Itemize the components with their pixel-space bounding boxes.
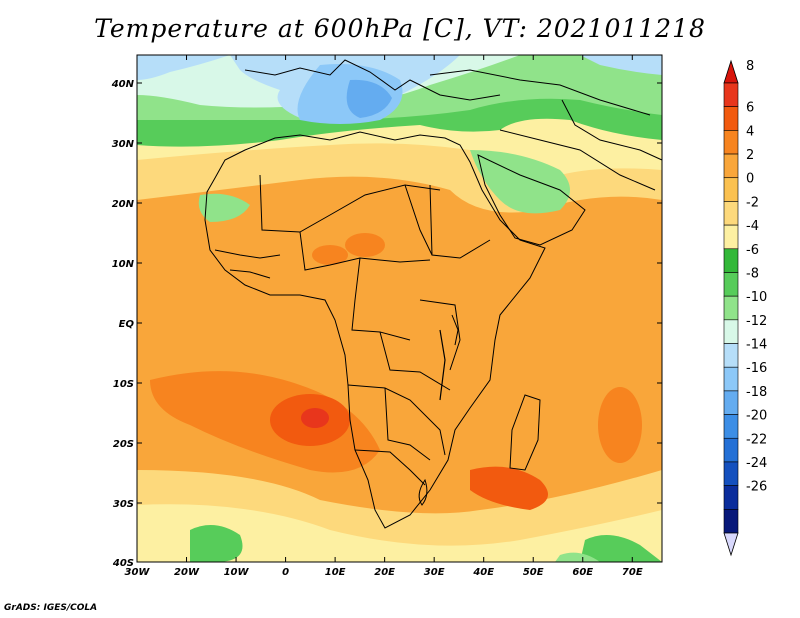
colorbar-label: 0 xyxy=(746,172,754,187)
lon-tick-label: 20E xyxy=(374,567,395,578)
colorbar-segment xyxy=(723,437,739,463)
colorbar-segment xyxy=(723,319,739,344)
colorbar-label: -8 xyxy=(746,266,759,281)
lon-tick-label: 40E xyxy=(472,567,494,578)
lat-tick-label: 40S xyxy=(112,558,134,569)
lat-tick-label: EQ xyxy=(119,319,135,330)
map-frame xyxy=(136,54,663,563)
lat-tick-label: 30N xyxy=(112,139,135,150)
colorbar-segment xyxy=(723,177,739,202)
colorbar-segment xyxy=(723,248,739,273)
colorbar-label: -22 xyxy=(746,432,767,447)
lat-tick-label: 40N xyxy=(111,79,135,90)
colorbar-label: -12 xyxy=(746,314,767,329)
colorbar-segment xyxy=(723,414,739,439)
lon-tick-label: 70E xyxy=(622,567,643,578)
lat-tick-label: 20S xyxy=(113,439,134,450)
colorbar-segment xyxy=(723,106,739,131)
colorbar-top-arrow xyxy=(723,59,739,84)
colorbar-label: -4 xyxy=(746,219,759,234)
temperature-field xyxy=(137,55,662,562)
lat-tick-label: 10N xyxy=(112,259,135,270)
lat-tick-label: 20N xyxy=(112,199,135,210)
lat-tick-label: 10S xyxy=(113,379,134,390)
colorbar-label: 8 xyxy=(746,59,754,74)
credit-text: GrADS: IGES/COLA xyxy=(4,603,98,613)
colorbar-segment xyxy=(723,201,739,226)
colorbar-label: -24 xyxy=(746,456,767,471)
colorbar-label: -18 xyxy=(746,385,767,400)
colorbar-segment xyxy=(723,130,739,155)
colorbar-segment xyxy=(723,461,739,486)
lon-tick-label: 20W xyxy=(174,567,200,578)
colorbar-label: -2 xyxy=(746,195,759,210)
colorbar-label: 4 xyxy=(746,124,754,139)
coastlines xyxy=(204,59,663,529)
lon-tick-label: 10W xyxy=(224,567,250,578)
lon-tick-label: 10E xyxy=(325,567,346,578)
colorbar: 8 6 4 2 0 -2 -4 -6 -8 -10 -12 -14 -16 -18 -20 -22 -24 -26 xyxy=(723,59,767,557)
lon-tick-label: 30E xyxy=(424,567,445,578)
colorbar-label: -6 xyxy=(746,243,759,258)
lon-tick-label: 0 xyxy=(282,567,289,578)
colorbar-segment xyxy=(723,509,739,534)
chart-title: Temperature at 600hPa [C], VT: 202101121… xyxy=(94,14,706,43)
colorbar-segment xyxy=(723,390,739,415)
colorbar-segment xyxy=(723,295,739,321)
colorbar-segment xyxy=(723,153,739,179)
colorbar-label: -26 xyxy=(746,480,767,495)
colorbar-label: 6 xyxy=(746,101,754,116)
colorbar-segment xyxy=(723,366,739,392)
colorbar-label: -16 xyxy=(746,361,767,376)
colorbar-label: 2 xyxy=(746,148,754,163)
lon-tick-label: 50E xyxy=(523,567,544,578)
lon-tick-label: 60E xyxy=(572,567,593,578)
colorbar-label: -14 xyxy=(746,338,767,353)
colorbar-bottom-arrow xyxy=(723,532,739,557)
colorbar-segment xyxy=(723,485,739,510)
colorbar-label: -20 xyxy=(746,409,767,424)
colorbar-label: -10 xyxy=(746,290,767,305)
axis-labels: 30W 20W 10W 0 10E 20E 30E 40E 50E 60E 70E 40N 30N 20N… xyxy=(111,79,643,578)
colorbar-segment xyxy=(723,272,739,297)
colorbar-segment xyxy=(723,343,739,368)
colorbar-segment xyxy=(723,224,739,250)
colorbar-segment xyxy=(723,82,739,107)
lon-tick-label: 30W xyxy=(125,567,151,578)
lat-tick-label: 30S xyxy=(113,499,134,510)
axis-ticks xyxy=(136,55,662,563)
